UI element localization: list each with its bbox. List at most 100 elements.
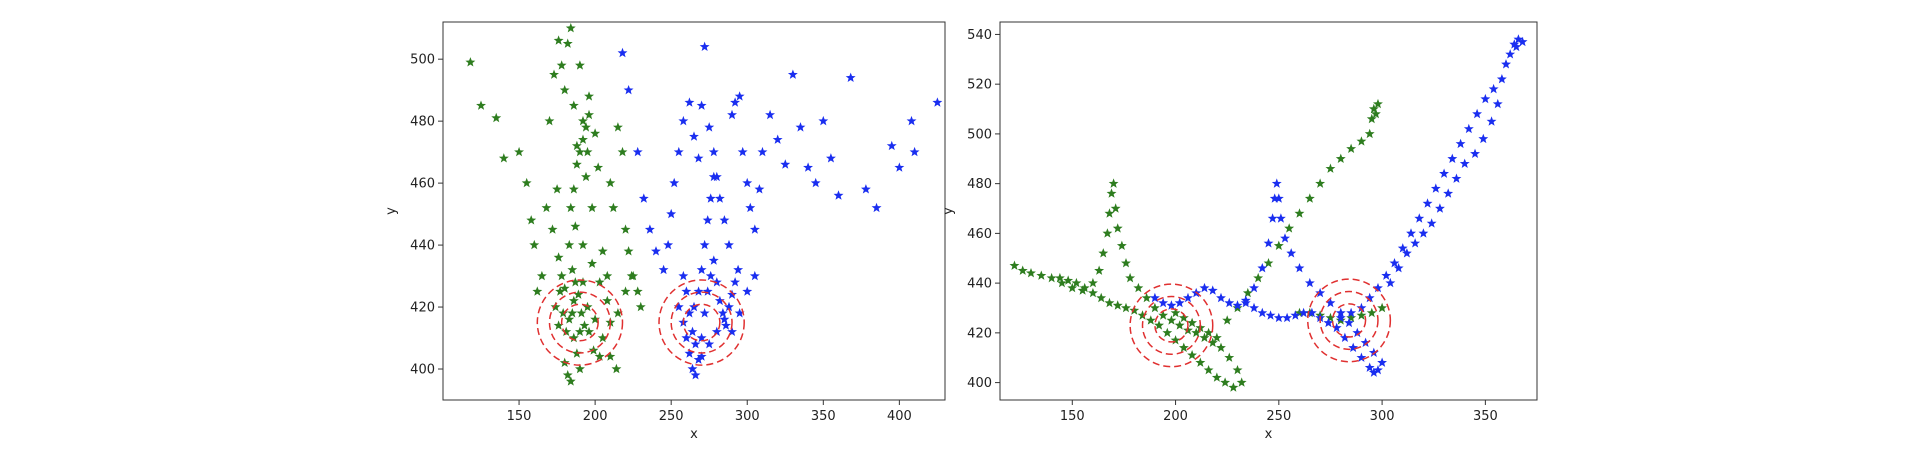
data-point (1488, 83, 1499, 94)
data-point (708, 171, 719, 182)
data-point (1335, 307, 1346, 318)
data-point (565, 23, 576, 33)
data-point (1145, 315, 1156, 325)
data-point (561, 326, 572, 336)
data-point (1088, 287, 1098, 298)
data-point (693, 354, 704, 364)
data-point (632, 286, 643, 296)
data-point (730, 277, 740, 287)
data-point (1366, 113, 1377, 124)
data-point (529, 239, 540, 250)
data-point (571, 140, 582, 151)
data-point (553, 252, 564, 262)
data-point (1071, 277, 1082, 288)
data-point (1280, 233, 1290, 243)
data-point (578, 277, 588, 287)
data-point (727, 289, 737, 299)
data-point (718, 308, 728, 318)
data-point (1298, 307, 1309, 318)
data-point (1463, 123, 1474, 134)
data-point (1346, 307, 1357, 318)
data-point (1129, 305, 1140, 315)
data-point (1199, 332, 1210, 342)
data-point (620, 286, 631, 296)
data-point (1094, 265, 1105, 275)
target-circle (658, 279, 745, 366)
data-point (613, 308, 623, 318)
data-point (1133, 282, 1144, 293)
data-point (684, 97, 695, 107)
data-point (559, 85, 570, 95)
data-point (663, 239, 674, 250)
target-circle (682, 303, 721, 342)
data-point (1273, 240, 1284, 250)
data-point (894, 162, 905, 172)
data-point (597, 246, 608, 256)
data-point (1154, 320, 1164, 330)
data-point (1335, 312, 1346, 323)
data-point (1166, 300, 1177, 310)
x-tick-label: 300 (735, 409, 760, 424)
data-point (1344, 317, 1354, 328)
data-point (1224, 352, 1235, 362)
data-point (562, 370, 573, 380)
data-point (617, 47, 628, 58)
data-point (757, 146, 768, 157)
data-point (714, 193, 725, 203)
y-tick-label: 540 (967, 28, 992, 43)
data-point (1275, 213, 1286, 223)
data-point (1315, 287, 1326, 298)
data-point (1170, 307, 1181, 318)
data-point (1397, 243, 1408, 253)
data-point (737, 146, 748, 157)
data-point (1112, 300, 1123, 310)
data-point (724, 239, 734, 250)
data-point (568, 100, 579, 110)
data-point (702, 286, 713, 296)
data-point (684, 348, 695, 358)
data-point (1253, 272, 1264, 283)
data-point (727, 109, 737, 120)
data-point (1501, 59, 1511, 69)
data-point (1166, 315, 1177, 325)
data-point (576, 308, 587, 318)
data-point (1346, 312, 1357, 323)
data-point (575, 60, 585, 70)
x-tick-label: 350 (811, 409, 836, 424)
data-point (705, 193, 716, 203)
data-point (1294, 263, 1305, 273)
data-point (742, 286, 753, 296)
series-1 (617, 41, 943, 380)
data-point (568, 332, 579, 343)
data-point (590, 128, 601, 138)
data-point (871, 202, 882, 213)
data-point (1121, 302, 1131, 313)
data-point (1240, 295, 1251, 305)
data-point (687, 326, 698, 336)
data-point (578, 239, 588, 250)
data-point (1430, 183, 1441, 193)
data-point (1505, 49, 1516, 59)
data-point (567, 264, 578, 275)
data-point (594, 351, 605, 361)
data-point (1263, 238, 1274, 248)
x-tick-label: 150 (507, 409, 532, 424)
data-point (1216, 292, 1226, 303)
data-point (861, 184, 871, 194)
data-point (1470, 148, 1480, 158)
data-point (556, 270, 567, 281)
data-point (1377, 357, 1387, 367)
data-point (749, 270, 760, 281)
data-point (1371, 108, 1381, 119)
data-point (536, 270, 547, 281)
data-point (704, 339, 715, 349)
data-point (552, 184, 562, 194)
y-tick-label: 420 (967, 326, 992, 341)
data-point (1422, 198, 1433, 208)
x-tick-label: 150 (1060, 409, 1085, 424)
data-point (581, 122, 591, 132)
x-axis-label: x (690, 427, 698, 442)
data-point (1098, 248, 1109, 258)
series-0 (1009, 98, 1387, 392)
data-point (547, 224, 558, 234)
